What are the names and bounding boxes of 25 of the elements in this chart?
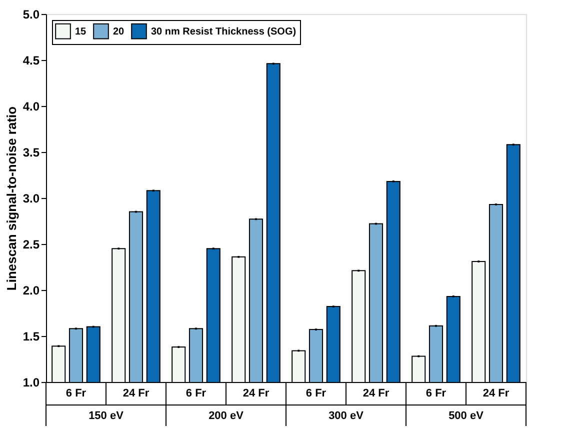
y-tick-label: 4.0: [22, 100, 40, 114]
x-tick-label: 24 Fr: [362, 388, 390, 400]
text: 500 eV: [448, 410, 484, 422]
y-tick-label: 4.5: [22, 54, 40, 68]
y-tick-label: 3.5: [22, 146, 40, 160]
y-tick-label: 1.0: [22, 376, 40, 390]
text: 200 eV: [208, 410, 244, 422]
x-tick-label: 6 Fr: [186, 388, 207, 400]
x-tick-label: 6 Fr: [426, 388, 447, 400]
x-tick-label: 6 Fr: [306, 388, 327, 400]
legend-label: 30 nm Resist Thickness (SOG): [151, 26, 296, 38]
y-tick-label: 3.0: [22, 192, 40, 206]
y-tick-label: 2.5: [22, 238, 40, 252]
y-tick-label: 1.5: [22, 330, 40, 344]
y-tick-label: 5.0: [22, 8, 40, 22]
y-axis-title: Linescan signal-to-noise ratio: [4, 106, 19, 291]
x-tick-label: 24 Fr: [122, 388, 150, 400]
x-tick-label: 24 Fr: [242, 388, 270, 400]
x-tick-label: 24 Fr: [482, 388, 510, 400]
y-tick-label: 2.0: [22, 284, 40, 298]
legend-label: 20: [113, 26, 125, 38]
legend-label: 15: [75, 26, 87, 38]
text: 300 eV: [328, 410, 364, 422]
text: 150 eV: [88, 410, 124, 422]
x-tick-label: 6 Fr: [66, 388, 87, 400]
